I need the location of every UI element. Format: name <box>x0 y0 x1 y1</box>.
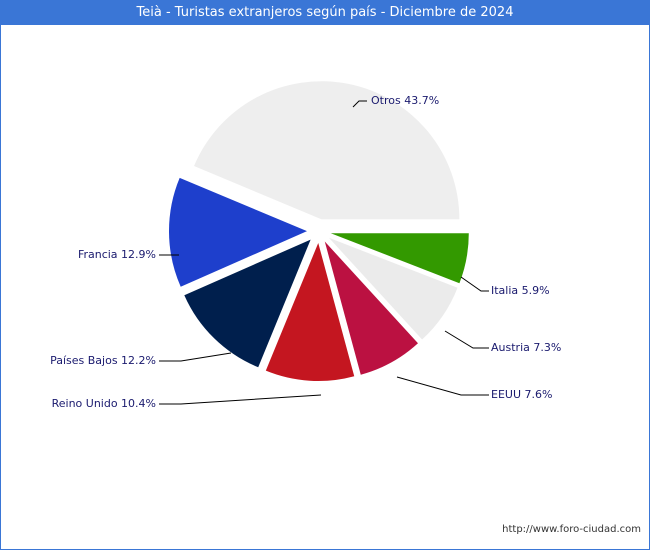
pie-slice-italia <box>330 233 469 284</box>
leader-line <box>460 276 489 292</box>
leader-line <box>352 100 367 108</box>
source-url: http://www.foro-ciudad.com <box>502 524 641 535</box>
slice-label-italia: Italia 5.9% <box>491 284 550 297</box>
slice-label-reino-unido: Reino Unido 10.4% <box>52 397 156 410</box>
leader-line <box>396 376 489 396</box>
slice-label-austria: Austria 7.3% <box>491 341 561 354</box>
slice-label-otros: Otros 43.7% <box>371 94 439 107</box>
pie-slice-eeuu <box>324 241 418 375</box>
pie-slices <box>169 81 469 381</box>
slice-label-francia: Francia 12.9% <box>78 248 156 261</box>
pie-slice-otros <box>194 81 460 220</box>
leader-line <box>444 330 489 349</box>
slice-label-eeuu: EEUU 7.6% <box>491 388 552 401</box>
leader-line <box>159 394 322 405</box>
leader-line <box>159 352 232 362</box>
chart-title: Teià - Turistas extranjeros según país -… <box>1 1 649 25</box>
pie-labels: Italia 5.9% Austria 7.3% EEUU 7.6% Reino Un… <box>50 94 561 410</box>
slice-label-países-bajos: Países Bajos 12.2% <box>50 354 156 367</box>
pie-slice-reino-unido <box>265 242 355 381</box>
pie-slice-países-bajos <box>184 239 311 368</box>
pie-slice-francia <box>169 177 308 287</box>
pie-slice-austria <box>328 237 458 340</box>
